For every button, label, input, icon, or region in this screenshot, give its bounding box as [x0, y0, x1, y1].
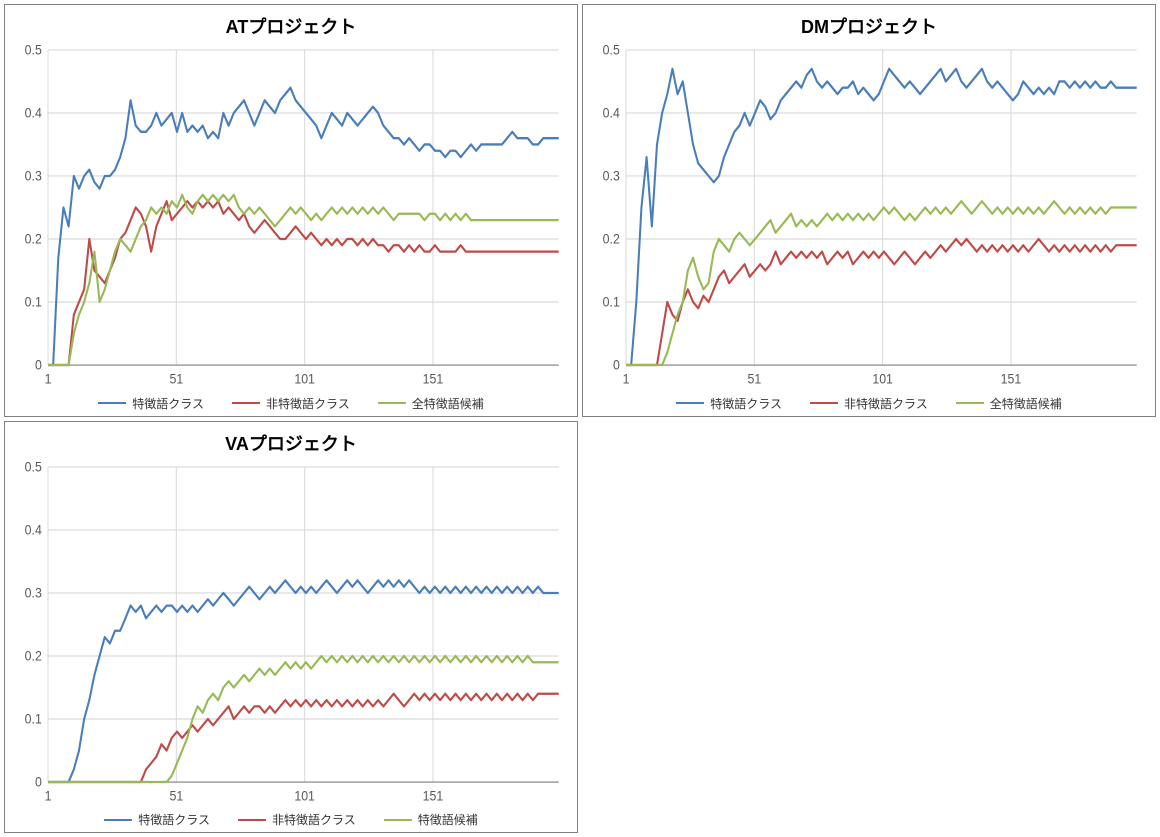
svg-text:0.5: 0.5 [603, 43, 620, 58]
svg-text:51: 51 [169, 371, 183, 387]
chart-panel-va: VAプロジェクト00.10.20.30.40.5151101151特徴語クラス非… [4, 421, 578, 834]
legend-swatch [238, 819, 266, 821]
legend-item: 非特徴語クラス [810, 395, 928, 412]
svg-text:0.4: 0.4 [603, 105, 620, 121]
legend-swatch [232, 402, 260, 404]
legend-label: 非特徴語クラス [272, 811, 356, 828]
svg-text:0.1: 0.1 [603, 294, 620, 310]
legend-swatch [810, 402, 838, 404]
series-line-s2 [48, 693, 559, 781]
chart-legend: 特徴語クラス 非特徴語クラス 特徴語候補 [13, 807, 569, 830]
svg-text:151: 151 [423, 371, 444, 387]
svg-text:1: 1 [623, 371, 630, 387]
svg-text:0.2: 0.2 [603, 231, 620, 247]
svg-text:0.5: 0.5 [25, 43, 42, 58]
legend-item: 特徴語候補 [384, 811, 478, 828]
series-line-s3 [626, 201, 1137, 365]
chart-plot: 00.10.20.30.40.5151101151 [13, 460, 569, 808]
svg-text:0.3: 0.3 [25, 584, 42, 600]
legend-swatch [384, 819, 412, 821]
legend-item: 特徴語クラス [676, 395, 782, 412]
svg-text:0: 0 [35, 357, 42, 373]
svg-text:1: 1 [45, 371, 52, 387]
series-line-s1 [48, 580, 559, 782]
legend-label: 特徴語クラス [132, 395, 204, 412]
svg-text:151: 151 [423, 787, 444, 803]
legend-item: 全特徴語候補 [378, 395, 484, 412]
legend-item: 非特徴語クラス [232, 395, 350, 412]
series-line-s3 [48, 195, 559, 365]
empty-cell [582, 421, 1156, 834]
svg-text:0: 0 [613, 357, 620, 373]
chart-legend: 特徴語クラス 非特徴語クラス 全特徴語候補 [591, 391, 1147, 414]
legend-swatch [378, 402, 406, 404]
chart-title: DMプロジェクト [591, 13, 1147, 39]
chart-panel-dm: DMプロジェクト00.10.20.30.40.5151101151特徴語クラス非… [582, 4, 1156, 417]
legend-swatch [98, 402, 126, 404]
series-line-s1 [48, 88, 559, 365]
chart-plot: 00.10.20.30.40.5151101151 [591, 43, 1147, 391]
chart-title: VAプロジェクト [13, 430, 569, 456]
svg-text:0.2: 0.2 [25, 647, 42, 663]
legend-label: 非特徴語クラス [266, 395, 350, 412]
svg-text:0.3: 0.3 [603, 168, 620, 184]
legend-item: 全特徴語候補 [956, 395, 1062, 412]
legend-label: 全特徴語候補 [990, 395, 1062, 412]
svg-text:0.1: 0.1 [25, 710, 42, 726]
svg-text:0.1: 0.1 [25, 294, 42, 310]
svg-text:1: 1 [45, 787, 52, 803]
legend-swatch [676, 402, 704, 404]
legend-item: 非特徴語クラス [238, 811, 356, 828]
svg-text:101: 101 [294, 371, 315, 387]
series-line-s2 [48, 201, 559, 365]
svg-text:101: 101 [294, 787, 315, 803]
svg-text:0.3: 0.3 [25, 168, 42, 184]
svg-text:0: 0 [35, 773, 42, 789]
legend-item: 特徴語クラス [104, 811, 210, 828]
legend-label: 全特徴語候補 [412, 395, 484, 412]
svg-text:0.2: 0.2 [25, 231, 42, 247]
legend-label: 特徴語クラス [138, 811, 210, 828]
svg-text:151: 151 [1001, 371, 1022, 387]
svg-text:51: 51 [747, 371, 761, 387]
legend-label: 非特徴語クラス [844, 395, 928, 412]
legend-label: 特徴語クラス [710, 395, 782, 412]
svg-text:51: 51 [169, 787, 183, 803]
legend-swatch [956, 402, 984, 404]
chart-panel-at: ATプロジェクト00.10.20.30.40.5151101151特徴語クラス非… [4, 4, 578, 417]
legend-item: 特徴語クラス [98, 395, 204, 412]
chart-legend: 特徴語クラス 非特徴語クラス 全特徴語候補 [13, 391, 569, 414]
legend-label: 特徴語候補 [418, 811, 478, 828]
svg-text:0.4: 0.4 [25, 521, 42, 537]
chart-plot: 00.10.20.30.40.5151101151 [13, 43, 569, 391]
svg-text:0.4: 0.4 [25, 105, 42, 121]
chart-title: ATプロジェクト [13, 13, 569, 39]
svg-text:101: 101 [872, 371, 893, 387]
svg-text:0.5: 0.5 [25, 460, 42, 475]
legend-swatch [104, 819, 132, 821]
